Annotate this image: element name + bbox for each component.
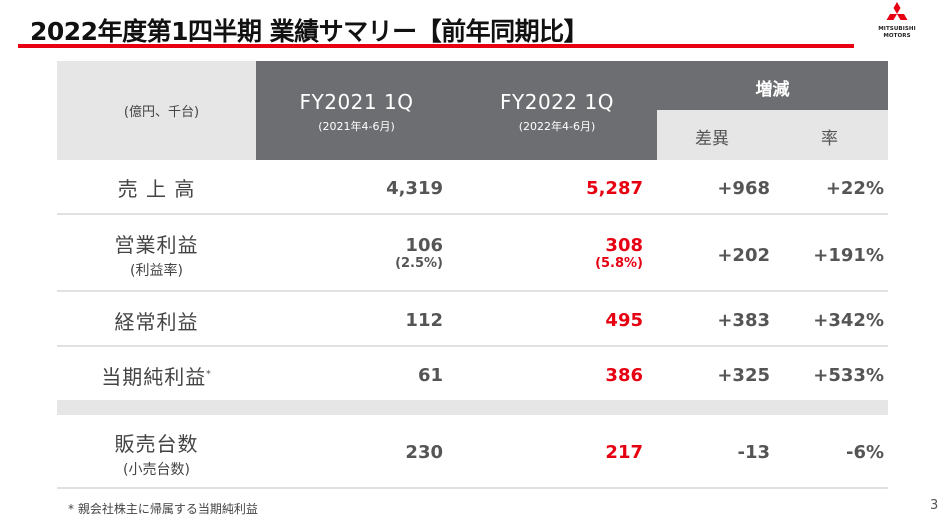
page-title: 2022年度第1四半期 業績サマリー【前年同期比】: [30, 17, 589, 46]
logo-text-line1: MITSUBISHI: [878, 26, 916, 32]
logo-text-line2: MOTORS: [883, 32, 911, 39]
rate-ordinary-profit: +342%: [813, 310, 884, 331]
diff-sales: +968: [717, 178, 770, 199]
three-diamonds-icon: [886, 2, 908, 20]
section-separator-band: [57, 400, 888, 415]
value-fy2022-ordinary-profit: 495: [605, 310, 643, 331]
row-label-net-income: 当期純利益*: [101, 365, 212, 389]
row-label-ordinary-profit: 経常利益: [114, 310, 199, 334]
row-label-unit-sales: 販売台数 (小売台数): [57, 428, 256, 479]
value-fy2021-operating-profit: 106 (2.5%): [300, 235, 443, 271]
column-period-fy2022: (2022年4-6月): [518, 120, 596, 133]
row-divider: [57, 213, 888, 215]
value-fy2022-net-income: 386: [605, 365, 643, 386]
column-label-fy2021: FY2021 1Q: [299, 90, 414, 114]
row-label-sales: 売 上 高: [117, 177, 196, 201]
column-period-fy2021: (2021年4-6月): [318, 120, 395, 133]
row-divider: [57, 345, 888, 347]
header-change-subband: [657, 110, 888, 160]
margin-fy2022: (5.8%): [595, 256, 643, 271]
value-fy2022-sales: 5,287: [586, 178, 643, 199]
row-label-operating-profit: 営業利益 (利益率): [57, 229, 256, 280]
value-fy2021-unit-sales: 230: [405, 442, 443, 463]
value-fy2022-operating-profit: 308 (5.8%): [500, 235, 643, 271]
change-diff-header: 差異: [695, 129, 729, 149]
column-header-fy2022: FY2022 1Q (2022年4-6月): [457, 90, 657, 134]
diff-operating-profit: +202: [717, 245, 770, 266]
header-dark-band: [256, 61, 888, 110]
title-underline: [18, 44, 854, 48]
footnote: * 親会社株主に帰属する当期純利益: [68, 502, 258, 516]
value-fy2021-sales: 4,319: [386, 178, 443, 199]
rate-net-income: +533%: [813, 365, 884, 386]
diff-net-income: +325: [717, 365, 770, 386]
value-fy2021-ordinary-profit: 112: [405, 310, 443, 331]
value-fy2021-net-income: 61: [417, 365, 443, 386]
margin-fy2021: (2.5%): [395, 256, 443, 271]
row-sublabel-margin: (利益率): [130, 263, 183, 279]
row-divider: [57, 290, 888, 292]
diff-unit-sales: -13: [737, 442, 770, 463]
rate-operating-profit: +191%: [813, 245, 884, 266]
footnote-marker: *: [206, 369, 212, 380]
rate-sales: +22%: [825, 178, 884, 199]
page-number: 3: [930, 498, 939, 513]
header-dark-band-lower: [256, 110, 657, 160]
change-header: 増減: [755, 80, 790, 100]
diff-ordinary-profit: +383: [717, 310, 770, 331]
column-label-fy2022: FY2022 1Q: [500, 90, 614, 114]
column-header-fy2021: FY2021 1Q (2021年4-6月): [256, 90, 457, 134]
change-rate-header: 率: [821, 129, 838, 149]
row-divider: [57, 487, 888, 489]
company-logo: MITSUBISHI MOTORS: [862, 2, 932, 46]
value-fy2022-unit-sales: 217: [605, 442, 643, 463]
rate-unit-sales: -6%: [845, 442, 884, 463]
row-sublabel-retail: (小売台数): [123, 462, 190, 478]
unit-label: (億円、千台): [57, 61, 256, 160]
